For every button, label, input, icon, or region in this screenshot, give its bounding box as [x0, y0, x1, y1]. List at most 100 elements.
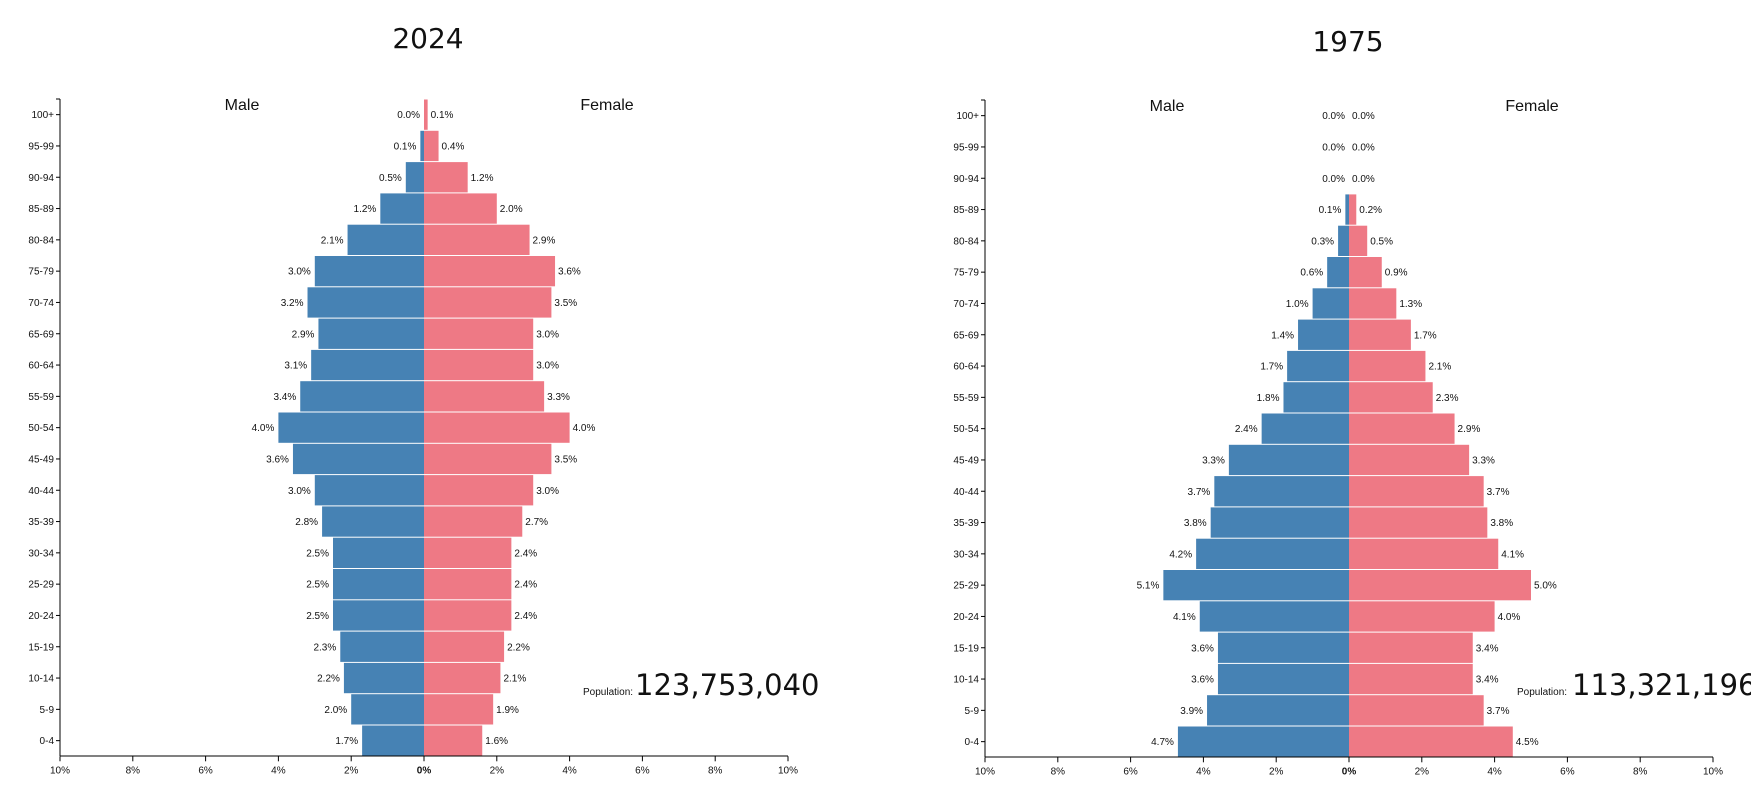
- age-tick-label: 30-34: [953, 549, 979, 560]
- bar-label-female: 5.0%: [1534, 581, 1557, 592]
- bar-label-male: 3.6%: [266, 454, 289, 465]
- bar-label-male: 3.3%: [1202, 455, 1225, 466]
- bar-label-male: 3.6%: [1191, 643, 1214, 654]
- bar-label-female: 2.7%: [525, 517, 548, 528]
- bar-label-male: 2.0%: [324, 705, 347, 716]
- bar-label-female: 0.2%: [1359, 205, 1382, 216]
- bar-male: [1217, 632, 1349, 663]
- bar-female: [1349, 444, 1470, 476]
- bar-female: [424, 381, 545, 412]
- age-tick-label: 60-64: [953, 362, 979, 373]
- bar-female: [424, 569, 512, 600]
- bar-female: [1349, 382, 1433, 413]
- bar-male: [1298, 319, 1349, 350]
- bar-female: [1349, 476, 1484, 507]
- bar-male: [278, 412, 424, 443]
- x-tick-group: 10% 8% 6% 4% 2% 0% 2% 4% 6% 8% 10%: [975, 757, 1723, 777]
- age-tick-label: 50-54: [28, 423, 54, 434]
- bar-label-female: 3.3%: [547, 392, 570, 403]
- age-tick-label: 85-89: [953, 205, 979, 216]
- age-tick-label: 45-49: [953, 455, 979, 466]
- bar-female: [1349, 194, 1357, 225]
- bar-label-female: 2.4%: [514, 611, 537, 622]
- bar-female: [424, 537, 512, 568]
- bar-male: [380, 193, 424, 224]
- bar-female: [1349, 601, 1495, 632]
- bar-label-male: 2.2%: [317, 674, 340, 685]
- bar-label-male: 2.5%: [306, 580, 329, 591]
- bar-label-female: 3.6%: [558, 267, 581, 278]
- x-tick-label: 6%: [198, 765, 213, 776]
- bar-label-female: 3.8%: [1490, 518, 1513, 529]
- age-tick-label: 70-74: [28, 298, 54, 309]
- age-tick-label: 20-24: [953, 612, 979, 623]
- bar-label-female: 2.4%: [514, 548, 537, 559]
- bar-label-male: 1.8%: [1257, 393, 1280, 404]
- bar-female: [1349, 570, 1531, 601]
- x-tick-label: 4%: [271, 765, 286, 776]
- bar-female: [1349, 507, 1488, 538]
- chart-title: 1975: [1312, 25, 1383, 58]
- bar-label-male: 1.4%: [1271, 330, 1294, 341]
- age-tick-label: 35-39: [28, 517, 54, 528]
- bar-label-female: 0.4%: [442, 141, 465, 152]
- bar-male: [333, 537, 424, 568]
- bar-female: [424, 443, 552, 475]
- x-tick-label: 6%: [1123, 766, 1138, 777]
- bar-label-female: 0.0%: [1352, 174, 1375, 185]
- bar-male: [1196, 538, 1349, 569]
- age-tick-label: 40-44: [953, 487, 979, 498]
- bar-label-male: 3.0%: [288, 267, 311, 278]
- bar-male: [420, 130, 424, 162]
- bar-label-male: 2.5%: [306, 548, 329, 559]
- bar-female: [424, 412, 570, 443]
- bar-male: [1199, 601, 1349, 632]
- bar-label-female: 2.2%: [507, 642, 530, 653]
- bar-label-female: 3.0%: [536, 361, 559, 372]
- bar-label-male: 0.1%: [1319, 205, 1342, 216]
- x-tick-label: 0%: [1342, 766, 1357, 777]
- bar-male: [300, 381, 424, 412]
- bar-label-female: 3.0%: [536, 486, 559, 497]
- bar-label-female: 3.5%: [554, 454, 577, 465]
- female-label: Female: [1505, 98, 1558, 115]
- bar-label-male: 0.0%: [1322, 111, 1345, 122]
- x-tick-label: 4%: [1196, 766, 1211, 777]
- bar-label-male: 2.8%: [295, 517, 318, 528]
- bar-female: [424, 349, 534, 381]
- bar-label-male: 4.7%: [1151, 737, 1174, 748]
- age-tick-label: 15-19: [28, 642, 54, 653]
- x-tick-label: 10%: [50, 765, 70, 776]
- population-value: 113,321,196: [1572, 668, 1751, 702]
- bar-group: [1163, 194, 1531, 757]
- bar-label-female: 4.5%: [1516, 737, 1539, 748]
- bar-male: [311, 349, 424, 381]
- bar-label-female: 3.5%: [554, 298, 577, 309]
- bar-male: [1338, 225, 1349, 256]
- bar-male: [1327, 257, 1349, 288]
- age-tick-label: 30-34: [28, 548, 54, 559]
- population-value: 123,753,040: [635, 668, 820, 702]
- bar-label-female: 1.7%: [1414, 330, 1437, 341]
- age-tick-label: 15-19: [953, 643, 979, 654]
- age-tick-label: 55-59: [28, 392, 54, 403]
- bar-female: [1349, 288, 1397, 319]
- bar-female: [1349, 632, 1473, 663]
- bar-male: [314, 475, 424, 506]
- age-tick-label: 65-69: [953, 330, 979, 341]
- bar-label-female: 1.9%: [496, 705, 519, 716]
- bar-male: [362, 725, 424, 756]
- bar-male: [333, 569, 424, 600]
- bar-label-male: 0.0%: [1322, 174, 1345, 185]
- bar-label-female: 2.9%: [1458, 424, 1481, 435]
- bar-label-male: 0.5%: [379, 173, 402, 184]
- bar-female: [1349, 225, 1368, 256]
- age-tick-label: 60-64: [28, 361, 54, 372]
- bar-label-female: 3.0%: [536, 329, 559, 340]
- bar-label-female: 0.1%: [431, 110, 454, 121]
- bar-label-male: 5.1%: [1137, 581, 1160, 592]
- bar-label-male: 3.1%: [284, 361, 307, 372]
- bar-label-male: 3.0%: [288, 486, 311, 497]
- bar-female: [424, 600, 512, 631]
- bar-label-male: 4.1%: [1173, 612, 1196, 623]
